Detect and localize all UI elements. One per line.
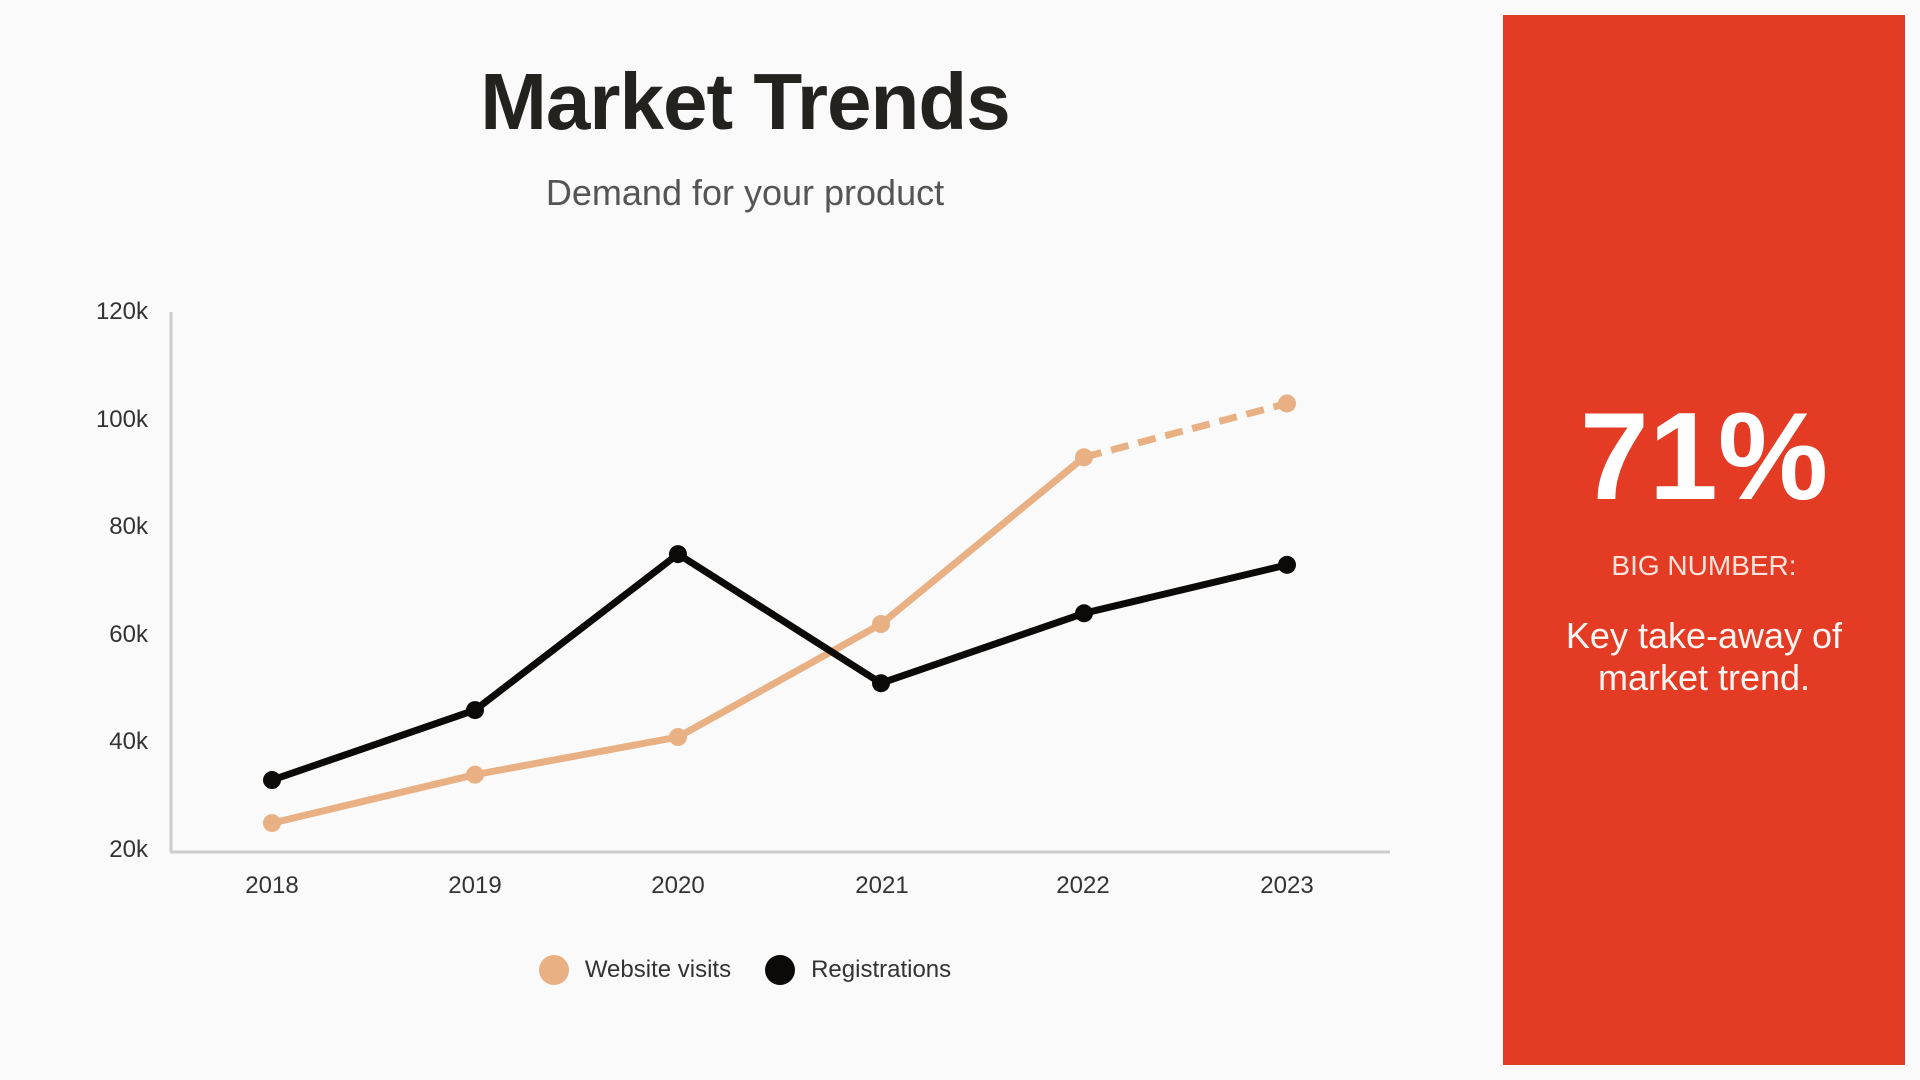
legend-label: Registrations (811, 956, 952, 983)
x-tick-label: 2021 (855, 872, 909, 899)
data-point[interactable] (872, 615, 890, 634)
page-title: Market Trends (480, 57, 1010, 146)
series-segment (271, 771, 476, 827)
data-point[interactable] (1075, 448, 1093, 467)
data-point[interactable] (263, 771, 281, 790)
big-number-label: BIG NUMBER: (1611, 550, 1797, 581)
series-segment (270, 706, 477, 784)
series-segment (474, 733, 679, 779)
page-subtitle: Demand for your product (545, 172, 945, 213)
data-point[interactable] (669, 728, 687, 747)
data-point[interactable] (1075, 604, 1093, 623)
series-layer (263, 394, 1296, 833)
legend-swatch-icon (765, 955, 796, 985)
line-chart (169, 312, 1390, 854)
series-segment (472, 551, 681, 713)
series-segment (676, 551, 883, 687)
series-segment (676, 620, 883, 741)
data-point[interactable] (1278, 394, 1296, 413)
x-tick-label: 2020 (651, 872, 705, 899)
data-point[interactable] (872, 674, 890, 693)
legend-item-website-visits[interactable]: Website visits (538, 955, 732, 985)
big-number: 71% (1579, 388, 1829, 526)
big-number-panel: 71% BIG NUMBER: Key take-away of market … (1503, 15, 1905, 1065)
data-point[interactable] (1278, 555, 1296, 574)
data-point[interactable] (466, 701, 484, 720)
series-segment (1083, 400, 1288, 461)
y-tick-label: 80k (109, 513, 148, 540)
legend-swatch-icon (538, 955, 569, 985)
series-segment (1083, 561, 1288, 617)
series-segment (878, 454, 1087, 627)
y-tick-label: 60k (109, 621, 148, 648)
chart-legend: Website visits Registrations (0, 955, 1490, 985)
y-tick-label: 100k (95, 406, 148, 433)
x-tick-label: 2022 (1056, 872, 1110, 899)
x-tick-label: 2018 (245, 872, 299, 899)
y-tick-label: 120k (95, 298, 148, 325)
legend-item-registrations[interactable]: Registrations (765, 955, 951, 985)
y-tick-label: 20k (109, 836, 148, 863)
x-tick-label: 2023 (1260, 872, 1314, 899)
takeaway-text: Key take-away of market trend. (1565, 615, 1843, 698)
data-point[interactable] (669, 545, 687, 564)
data-point[interactable] (466, 765, 484, 784)
data-point[interactable] (263, 814, 281, 833)
x-tick-label: 2019 (448, 872, 502, 899)
legend-label: Website visits (584, 956, 732, 983)
series-segment (879, 609, 1086, 687)
y-tick-label: 40k (109, 728, 148, 755)
